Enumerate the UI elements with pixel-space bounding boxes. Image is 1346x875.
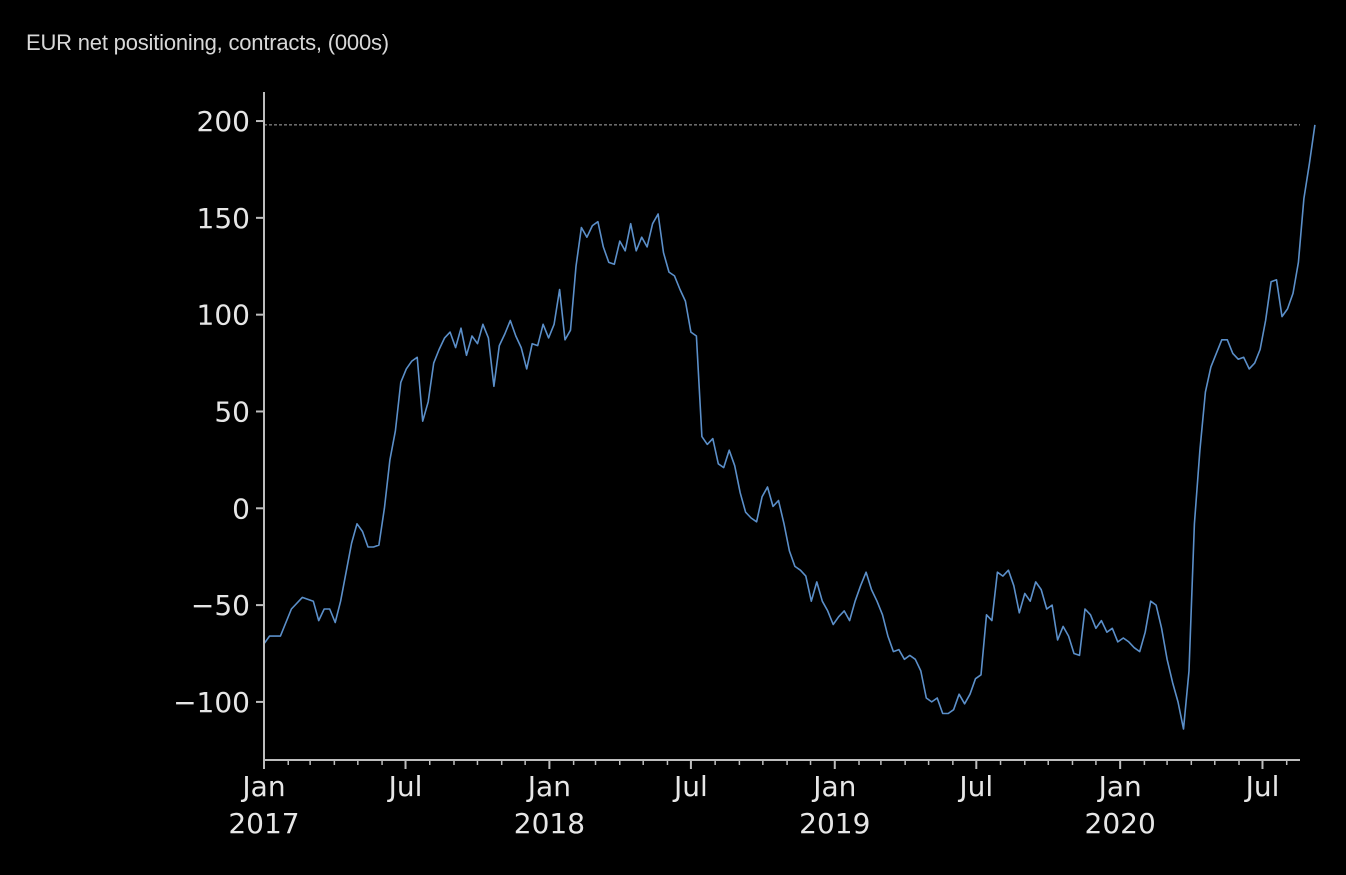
y-tick-label: 0 [232,492,250,525]
y-tick-label: 50 [214,395,250,428]
axes [263,92,1300,761]
x-tick-label-month: Jan [240,770,285,803]
x-tick-label-month: Jul [957,770,993,803]
series-line [263,124,1316,730]
x-tick-label-year: 2019 [799,807,870,840]
y-tick-label: −50 [191,589,250,622]
x-tick-label-year: 2020 [1085,807,1156,840]
x-tick-label-month: Jan [811,770,856,803]
y-tick-label: 150 [197,202,250,235]
chart-title: EUR net positioning, contracts, (000s) [26,30,389,55]
x-tick-label-month: Jul [672,770,708,803]
x-tick-label-year: 2017 [228,807,299,840]
y-tick-label: −100 [173,686,250,719]
x-tick-label-month: Jan [1097,770,1142,803]
x-tick-label-month: Jan [526,770,571,803]
y-tick-label: 200 [197,105,250,138]
y-ticks: 200 150 100 50 0 −50 −100 [173,105,264,719]
series-layer [263,124,1316,730]
y-tick-label: 100 [197,299,250,332]
x-tick-label-month: Jul [1244,770,1280,803]
x-ticks: Jan 2017 Jul Jan 2018 Jul Jan 2019 Jul Jan 2020 Jul [228,760,1288,840]
x-tick-label-month: Jul [387,770,423,803]
x-tick-label-year: 2018 [514,807,585,840]
